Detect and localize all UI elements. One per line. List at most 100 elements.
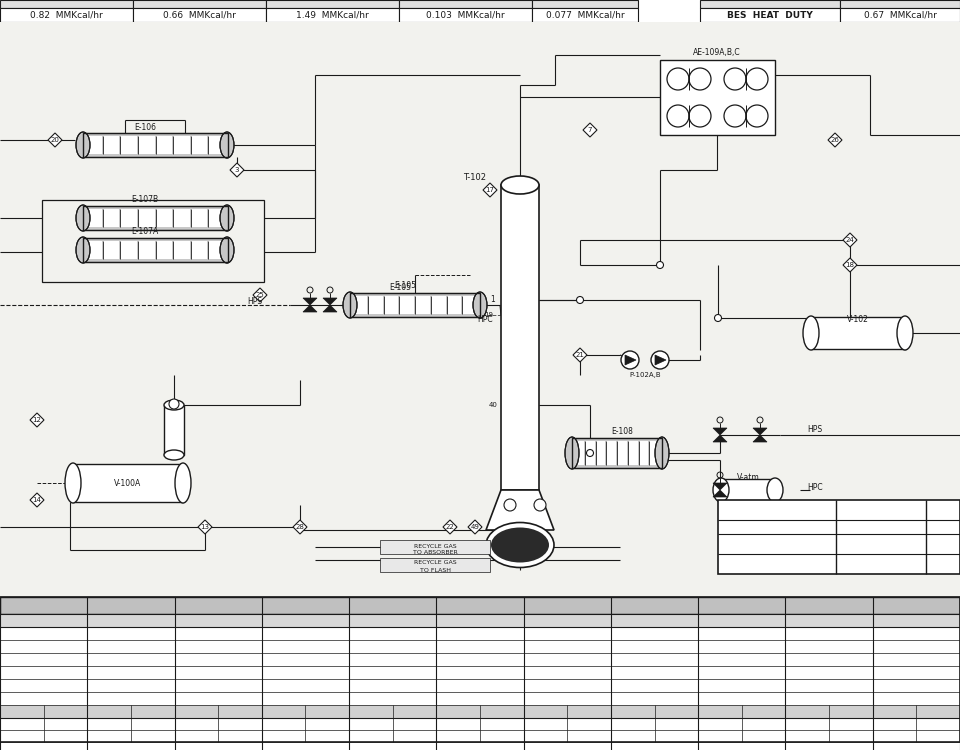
Bar bbox=[607, 441, 616, 465]
Text: Liquid: Liquid bbox=[640, 616, 669, 625]
Bar bbox=[0, 597, 960, 742]
Text: 0.72: 0.72 bbox=[731, 628, 753, 638]
Text: —: — bbox=[890, 731, 899, 740]
Text: 59.2: 59.2 bbox=[295, 641, 316, 652]
Text: 53: 53 bbox=[474, 694, 486, 703]
Bar bbox=[191, 209, 207, 227]
Bar bbox=[595, 441, 605, 465]
Text: Vapor: Vapor bbox=[379, 616, 406, 625]
Bar bbox=[0, 692, 960, 705]
Text: —: — bbox=[410, 731, 419, 740]
Text: RECYCLE GAS: RECYCLE GAS bbox=[414, 544, 456, 550]
Bar bbox=[0, 8, 133, 22]
Ellipse shape bbox=[767, 478, 783, 502]
Text: —: — bbox=[804, 731, 811, 740]
Bar bbox=[164, 405, 184, 455]
Text: 0.15: 0.15 bbox=[295, 628, 316, 638]
Text: weight%: weight% bbox=[487, 709, 516, 715]
Text: kg/h: kg/h bbox=[537, 707, 554, 716]
Text: 22: 22 bbox=[445, 524, 454, 530]
Ellipse shape bbox=[76, 132, 90, 158]
Text: 0.255: 0.255 bbox=[728, 680, 756, 691]
Text: 0: 0 bbox=[564, 628, 570, 638]
Text: 0.66  MMKcal/hr: 0.66 MMKcal/hr bbox=[163, 10, 236, 20]
Text: —: — bbox=[847, 719, 855, 728]
Text: kg/h: kg/h bbox=[13, 707, 31, 716]
Text: —: — bbox=[585, 731, 593, 740]
Ellipse shape bbox=[897, 316, 913, 350]
Ellipse shape bbox=[220, 132, 234, 158]
Text: E-107A: E-107A bbox=[132, 227, 158, 236]
Text: —: — bbox=[105, 719, 113, 728]
Bar bbox=[649, 441, 659, 465]
Circle shape bbox=[169, 399, 179, 409]
Text: 17: 17 bbox=[209, 599, 227, 612]
Ellipse shape bbox=[164, 400, 184, 410]
Bar bbox=[399, 296, 414, 314]
Bar bbox=[638, 441, 648, 465]
Bar bbox=[83, 133, 228, 157]
Text: —: — bbox=[454, 731, 463, 740]
Text: SERVICE: SERVICE bbox=[759, 523, 795, 532]
Text: 19: 19 bbox=[384, 599, 401, 612]
Bar bbox=[0, 627, 960, 640]
Text: 59.2: 59.2 bbox=[557, 641, 578, 652]
Bar bbox=[574, 441, 584, 465]
Text: —: — bbox=[236, 731, 244, 740]
Text: 10: 10 bbox=[387, 655, 398, 664]
Text: HPC: HPC bbox=[477, 316, 492, 325]
Polygon shape bbox=[713, 428, 727, 435]
Text: kg/h: kg/h bbox=[711, 707, 729, 716]
Text: TWO PHASE: TWO PHASE bbox=[713, 616, 770, 625]
Bar bbox=[532, 0, 638, 8]
Ellipse shape bbox=[565, 437, 579, 469]
Text: V-100A: V-100A bbox=[114, 478, 142, 488]
Text: —: — bbox=[61, 731, 70, 740]
Text: 0.077  MMKcal/hr: 0.077 MMKcal/hr bbox=[545, 10, 624, 20]
Text: T-: T- bbox=[940, 524, 946, 530]
Polygon shape bbox=[253, 288, 267, 302]
Text: 10.17: 10.17 bbox=[640, 655, 668, 664]
Bar bbox=[138, 241, 155, 259]
Ellipse shape bbox=[220, 205, 234, 231]
Circle shape bbox=[651, 351, 669, 369]
Polygon shape bbox=[443, 520, 457, 534]
Text: HPC: HPC bbox=[807, 482, 823, 491]
Bar bbox=[138, 136, 155, 154]
Bar bbox=[350, 293, 480, 317]
Text: 28: 28 bbox=[296, 524, 304, 530]
Text: 0.15: 0.15 bbox=[469, 680, 491, 691]
Text: 45.3: 45.3 bbox=[382, 694, 403, 703]
Bar bbox=[191, 136, 207, 154]
Text: weight%: weight% bbox=[137, 709, 168, 715]
Text: 3: 3 bbox=[235, 167, 239, 173]
Text: 14: 14 bbox=[33, 497, 41, 503]
Text: —: — bbox=[454, 719, 463, 728]
Polygon shape bbox=[48, 133, 62, 147]
Text: TO ABSORBER: TO ABSORBER bbox=[413, 550, 457, 556]
Circle shape bbox=[621, 351, 639, 369]
Text: OPERATING TEMP °C: OPERATING TEMP °C bbox=[741, 561, 812, 567]
Circle shape bbox=[534, 499, 546, 511]
Bar bbox=[840, 8, 960, 22]
Text: —: — bbox=[149, 719, 156, 728]
Bar bbox=[718, 500, 960, 574]
Text: weight%: weight% bbox=[399, 709, 430, 715]
Text: —: — bbox=[149, 731, 156, 740]
Bar bbox=[138, 209, 155, 227]
Bar bbox=[191, 241, 207, 259]
Text: 76: 76 bbox=[212, 641, 225, 652]
Bar bbox=[383, 296, 398, 314]
Text: —: — bbox=[497, 719, 506, 728]
Text: 150: 150 bbox=[122, 641, 140, 652]
Polygon shape bbox=[303, 298, 317, 305]
Bar bbox=[431, 296, 445, 314]
Text: weight%: weight% bbox=[749, 709, 779, 715]
Text: OPERATING PRESS
TOP/BOTT bara: OPERATING PRESS TOP/BOTT bara bbox=[745, 538, 809, 550]
Text: 17: 17 bbox=[486, 187, 494, 193]
Text: V-atm: V-atm bbox=[736, 473, 759, 482]
Text: 12: 12 bbox=[561, 655, 573, 664]
Text: 0.103  MMKcal/hr: 0.103 MMKcal/hr bbox=[426, 10, 505, 20]
Text: —: — bbox=[61, 719, 70, 728]
Bar bbox=[73, 464, 183, 502]
